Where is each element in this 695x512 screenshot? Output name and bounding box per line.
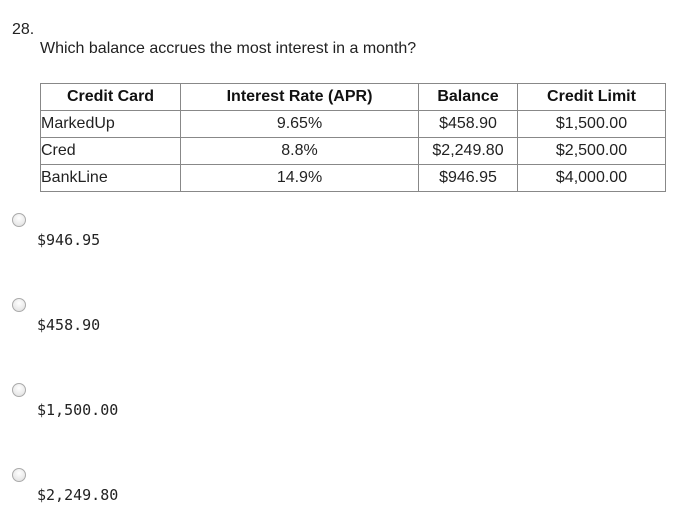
header-balance: Balance [418,83,518,111]
header-credit-limit: Credit Limit [517,83,666,111]
table-header-row: Credit Card Interest Rate (APR) Balance … [40,83,666,111]
cell: Cred [40,137,181,165]
cell: 8.8% [180,137,419,165]
table-row: MarkedUp 9.65% $458.90 $1,500.00 [40,110,666,138]
cell: BankLine [40,164,181,192]
cell: 14.9% [180,164,419,192]
option-radio-3[interactable] [12,383,26,397]
option-label-1[interactable]: $946.95 [37,231,101,249]
option-label-2[interactable]: $458.90 [37,316,101,334]
cell: $2,249.80 [418,137,518,165]
cell: $2,500.00 [517,137,666,165]
question-text: Which balance accrues the most interest … [40,40,417,57]
cell: 9.65% [180,110,419,138]
table-row: BankLine 14.9% $946.95 $4,000.00 [40,164,666,192]
table-row: Cred 8.8% $2,249.80 $2,500.00 [40,137,666,165]
cell: $458.90 [418,110,518,138]
option-radio-2[interactable] [12,298,26,312]
cell: $1,500.00 [517,110,666,138]
header-credit-card: Credit Card [40,83,181,111]
cell: $946.95 [418,164,518,192]
option-radio-4[interactable] [12,468,26,482]
cell: MarkedUp [40,110,181,138]
option-label-3[interactable]: $1,500.00 [37,401,119,419]
cell: $4,000.00 [517,164,666,192]
header-interest-rate: Interest Rate (APR) [180,83,419,111]
credit-card-table: Credit Card Interest Rate (APR) Balance … [40,83,666,192]
question-number: 28. [12,21,35,38]
option-radio-1[interactable] [12,213,26,227]
option-label-4[interactable]: $2,249.80 [37,486,119,504]
